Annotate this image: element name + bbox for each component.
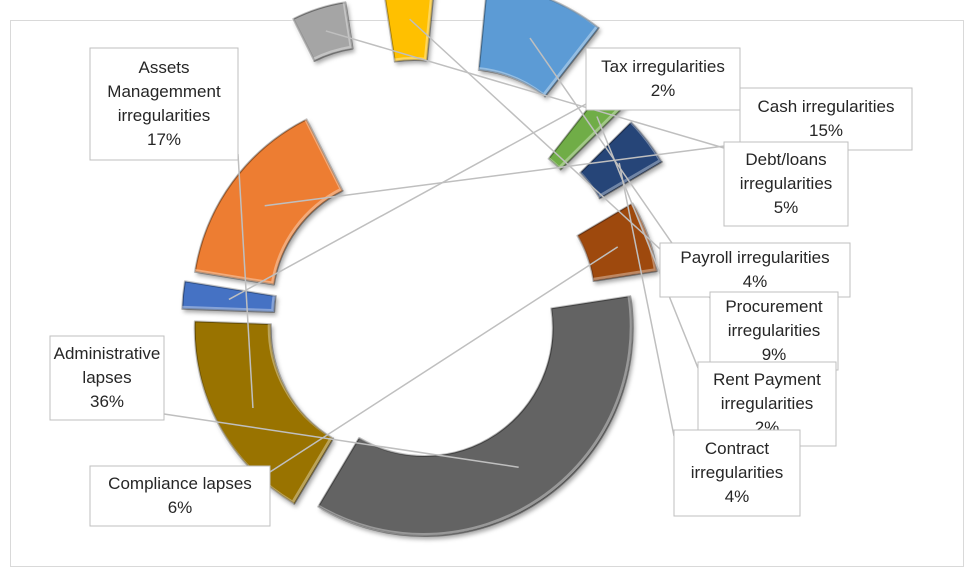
slice-procurement-irregularities [477,0,600,98]
leader-line [409,18,661,250]
data-label: Procurement irregularities 9% [725,297,823,364]
slice-contract-irregularities [579,121,663,200]
leader-line [618,162,675,437]
data-label: Compliance lapses 6% [108,474,252,517]
slice-debt-loans-irregularities [292,1,354,62]
slice-bevel [289,0,353,62]
data-label-box [673,429,801,517]
leader-line [264,143,741,207]
data-label: Administrative lapses 36% [54,344,161,411]
data-label-box [89,47,239,161]
data-label-box [739,87,913,151]
slice-bevel [576,118,663,199]
slice-cash-irregularities [193,118,344,286]
slice-bevel [191,115,344,285]
leader-line [325,30,725,149]
data-label: Cash irregularities 15% [758,97,895,140]
slice-administrative-lapses [317,295,634,537]
data-label: Contract irregularities 4% [691,439,784,506]
slice-assets-managemment-irregularities [193,320,335,505]
data-label-box [585,47,741,111]
data-label: Tax irregularities 2% [601,57,725,100]
leader-line [228,103,587,301]
data-label-box [723,141,849,227]
slice-tax-irregularities [181,280,277,313]
slice-bevel [573,199,657,282]
data-label: Payroll irregularities 4% [680,248,829,291]
data-label-box [49,335,165,421]
slice-bevel [314,292,633,536]
slice-bevel [475,0,600,98]
slice-bevel [382,0,433,62]
slice-bevel [191,318,334,505]
slice-payroll-irregularities [384,0,434,63]
data-label-box [709,291,839,371]
data-label: Debt/loans irregularities 5% [740,150,833,217]
leader-line [237,153,254,409]
data-label: Assets Managemment irregularities 17% [107,58,221,149]
slice-compliance-lapses [576,202,658,282]
leader-line [163,413,519,468]
data-label-box [89,465,271,527]
leader-line [269,246,619,473]
leader-line [596,116,699,369]
slice-bevel [179,278,276,313]
